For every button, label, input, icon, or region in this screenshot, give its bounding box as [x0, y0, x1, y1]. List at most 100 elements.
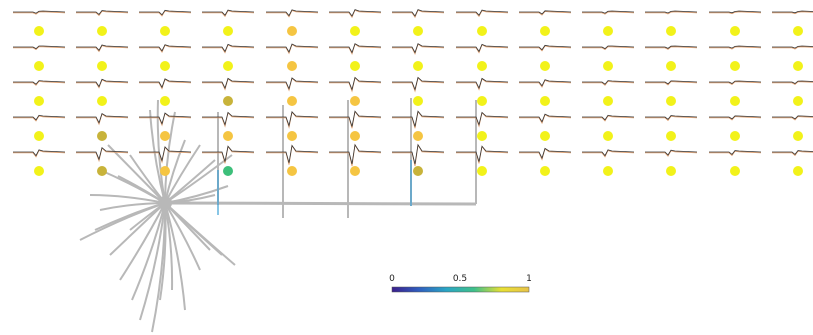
- electrode-dot: [666, 131, 676, 141]
- electrode-dot: [730, 131, 740, 141]
- model-trace: [76, 10, 129, 17]
- electrode-dot: [413, 96, 423, 106]
- electrode-dot: [223, 166, 233, 176]
- model-trace: [392, 143, 445, 167]
- electrode-dot: [160, 131, 170, 141]
- model-trace: [645, 81, 698, 86]
- electrode-dot: [477, 26, 487, 36]
- model-trace: [202, 78, 255, 91]
- recorded-trace: [709, 45, 762, 49]
- model-trace: [456, 44, 509, 54]
- electrode-dot: [730, 61, 740, 71]
- dendrite-branch: [131, 202, 166, 301]
- neuron-morphology: [79, 98, 477, 333]
- model-trace: [456, 111, 509, 128]
- recorded-trace: [392, 110, 445, 127]
- model-trace: [645, 150, 698, 157]
- recorded-trace: [645, 149, 698, 156]
- dendrite-branch: [164, 144, 201, 204]
- electrode-dot: [793, 61, 803, 71]
- recorded-trace: [76, 112, 129, 124]
- model-trace: [772, 11, 813, 15]
- recorded-trace: [13, 45, 66, 50]
- model-trace: [392, 76, 445, 93]
- electrode-dot: [730, 96, 740, 106]
- model-trace: [392, 110, 445, 129]
- recorded-trace: [772, 10, 813, 14]
- model-trace: [392, 43, 445, 56]
- model-trace: [582, 46, 635, 51]
- model-trace: [13, 115, 66, 122]
- recorded-trace: [709, 10, 762, 14]
- electrode-dot: [97, 96, 107, 106]
- electrode-dot: [730, 166, 740, 176]
- electrode-dot: [350, 26, 360, 36]
- dendrite-branch: [107, 144, 166, 204]
- model-trace: [392, 9, 445, 19]
- recorded-trace: [582, 149, 635, 157]
- model-trace: [582, 115, 635, 122]
- model-trace: [139, 10, 192, 17]
- waveform-traces: [13, 9, 813, 167]
- electrode-dot: [603, 61, 613, 71]
- electrode-dot: [477, 131, 487, 141]
- recorded-trace: [582, 10, 635, 14]
- recorded-trace: [392, 9, 445, 17]
- electrode-dot: [603, 26, 613, 36]
- electrode-dot: [793, 166, 803, 176]
- electrode-dot: [34, 26, 44, 36]
- model-trace: [772, 46, 813, 50]
- model-trace: [139, 146, 192, 164]
- electrode-dot: [477, 96, 487, 106]
- recorded-trace: [582, 45, 635, 50]
- electrode-dot: [350, 131, 360, 141]
- recorded-trace: [13, 10, 66, 14]
- electrode-dot: [350, 166, 360, 176]
- recorded-trace: [329, 143, 382, 165]
- model-trace: [709, 46, 762, 50]
- recorded-trace: [76, 146, 129, 161]
- electrode-dot: [34, 131, 44, 141]
- model-trace: [456, 10, 509, 18]
- model-trace: [709, 81, 762, 85]
- recorded-trace: [329, 76, 382, 91]
- electrode-dot: [477, 61, 487, 71]
- model-trace: [139, 112, 192, 127]
- electrode-dot: [540, 166, 550, 176]
- model-trace: [582, 11, 635, 15]
- recorded-trace: [392, 76, 445, 91]
- electrode-dot: [540, 131, 550, 141]
- model-trace: [519, 148, 572, 161]
- electrode-dot: [223, 131, 233, 141]
- colorbar: 0 0.5 1: [389, 274, 532, 293]
- electrode-dot: [413, 166, 423, 176]
- electrode-dot: [666, 26, 676, 36]
- recorded-trace: [709, 80, 762, 84]
- model-trace: [76, 79, 129, 89]
- electrode-dot: [413, 131, 423, 141]
- electrode-dot: [223, 26, 233, 36]
- electrode-dot: [540, 96, 550, 106]
- colorbar-min-label: 0: [389, 274, 395, 284]
- electrode-dot: [223, 96, 233, 106]
- dendrite-branch: [79, 202, 166, 241]
- recorded-trace: [13, 80, 66, 85]
- electrode-dot: [793, 131, 803, 141]
- recorded-trace: [519, 79, 572, 87]
- recorded-trace: [582, 80, 635, 85]
- model-trace: [329, 9, 382, 19]
- recorded-trace: [519, 147, 572, 160]
- electrode-dot: [287, 96, 297, 106]
- recorded-trace: [772, 45, 813, 49]
- recorded-trace: [139, 78, 192, 89]
- model-trace: [266, 9, 319, 18]
- recorded-trace: [266, 144, 319, 163]
- electrode-dot: [603, 96, 613, 106]
- recorded-trace: [139, 9, 192, 16]
- recorded-trace: [266, 77, 319, 90]
- model-trace: [582, 80, 635, 86]
- electrode-dot: [287, 131, 297, 141]
- model-trace: [772, 150, 813, 157]
- recorded-trace: [645, 10, 698, 14]
